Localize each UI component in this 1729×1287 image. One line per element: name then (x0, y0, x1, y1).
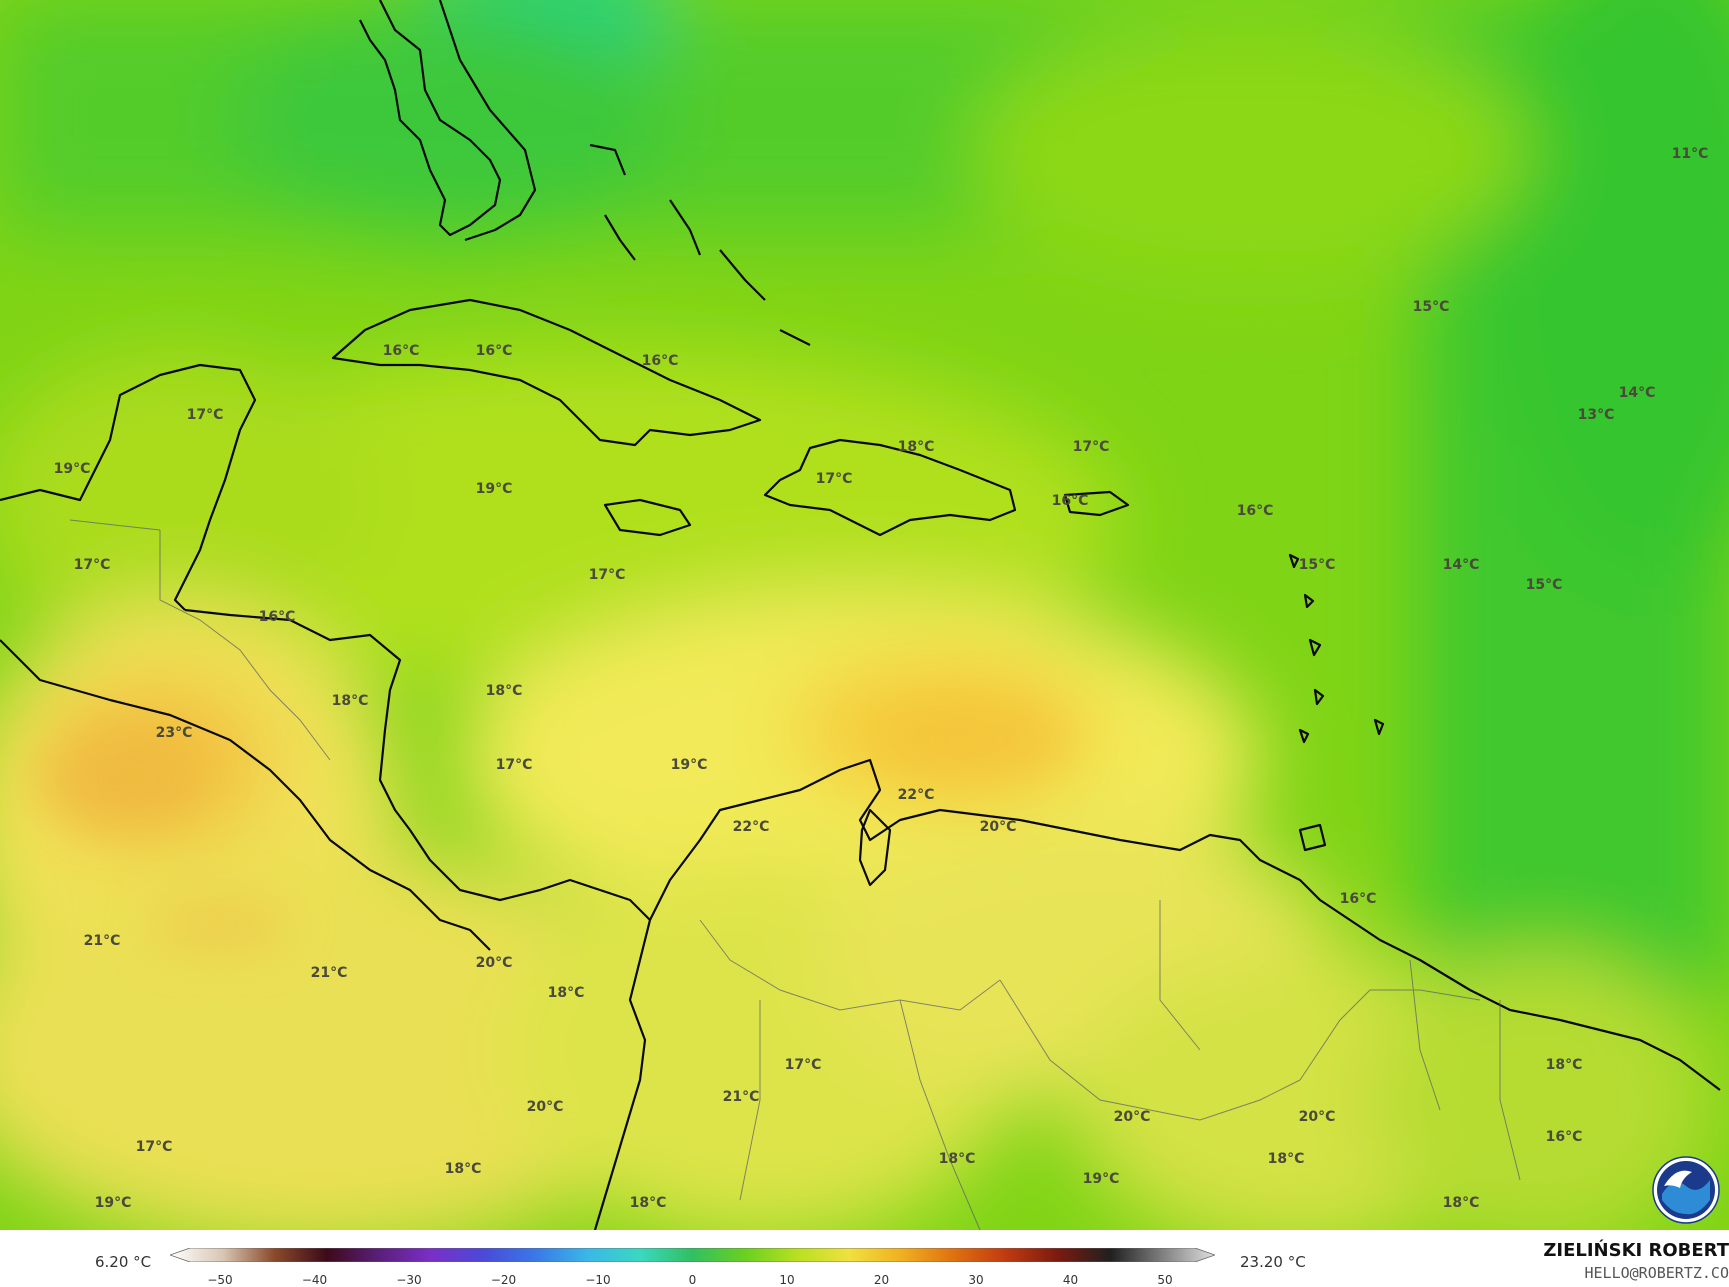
colorbar-tick-label: 50 (1157, 1273, 1173, 1287)
colorbar-tick-label: 0 (688, 1273, 697, 1287)
legend-max-label: 23.20 °C (1240, 1253, 1306, 1271)
colorbar-tick-label: 10 (779, 1273, 795, 1287)
colorbar-tick-label: −40 (301, 1273, 328, 1287)
author-email: HELLO@ROBERTZ.CO (1584, 1264, 1729, 1282)
colorbar-tick-label: −50 (207, 1273, 233, 1287)
noaa-logo-icon (1652, 1156, 1720, 1224)
colorbar-tick-label: 40 (1062, 1273, 1079, 1287)
coastlines (0, 0, 1721, 1230)
colorbar (170, 1248, 1215, 1262)
colorbar-tick-label: −10 (585, 1273, 611, 1287)
temperature-map: 11°C 15°C 14°C 13°C 16°C 16°C 16°C 17°C 19°C 19°C… (0, 0, 1729, 1230)
colorbar-tick-label: −30 (396, 1273, 422, 1287)
author-name: ZIELIŃSKI ROBERT (1543, 1240, 1729, 1261)
colorbar-tick-label: 20 (873, 1273, 890, 1287)
colorbar-tick-label: 30 (968, 1273, 984, 1287)
map-canvas (0, 0, 1729, 1230)
colorbar-tick-label: −20 (490, 1273, 517, 1287)
legend-min-label: 6.20 °C (95, 1253, 152, 1271)
borders (69, 519, 1521, 1230)
